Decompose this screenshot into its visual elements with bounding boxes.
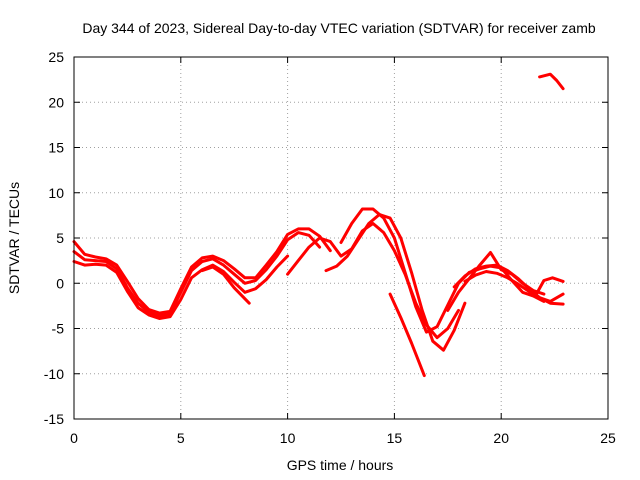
y-tick-label: 20 [48, 94, 64, 110]
x-axis-title: GPS time / hours [287, 457, 394, 473]
axis-ticks: 0 5 10 15 20 25 -15 -10 -5 0 5 10 15 20 25 [44, 49, 616, 446]
series-group [72, 72, 565, 378]
x-tick-label: 0 [70, 430, 78, 446]
series-line-sat-f [324, 213, 467, 352]
series-line-sat-d [200, 265, 251, 305]
series-line-sat-h [388, 292, 426, 378]
y-tick-label: -15 [44, 411, 64, 427]
y-tick-label: 0 [56, 275, 64, 291]
y-tick-label: 15 [48, 140, 64, 156]
series-line-sat-k [463, 270, 565, 306]
y-tick-label: -5 [52, 321, 65, 337]
chart-title: Day 344 of 2023, Sidereal Day-to-day VTE… [82, 20, 595, 36]
y-axis-title: SDTVAR / TECUs [6, 182, 22, 294]
series-line-sat-a [72, 231, 322, 318]
y-tick-label: 25 [48, 49, 64, 65]
x-tick-label: 20 [493, 430, 509, 446]
y-tick-label: -10 [44, 366, 64, 382]
x-tick-label: 5 [177, 430, 185, 446]
series-line-sat-b [72, 227, 332, 315]
grid [74, 57, 608, 419]
x-tick-label: 10 [280, 430, 296, 446]
y-tick-label: 10 [48, 185, 64, 201]
y-tick-label: 5 [56, 230, 64, 246]
series-line-sat-g [339, 207, 546, 334]
series-line-sat-c [72, 254, 290, 320]
x-tick-label: 15 [387, 430, 403, 446]
series-line-sat-l [533, 276, 565, 298]
x-tick-label: 25 [600, 430, 616, 446]
series-line-sat-m [538, 72, 565, 91]
